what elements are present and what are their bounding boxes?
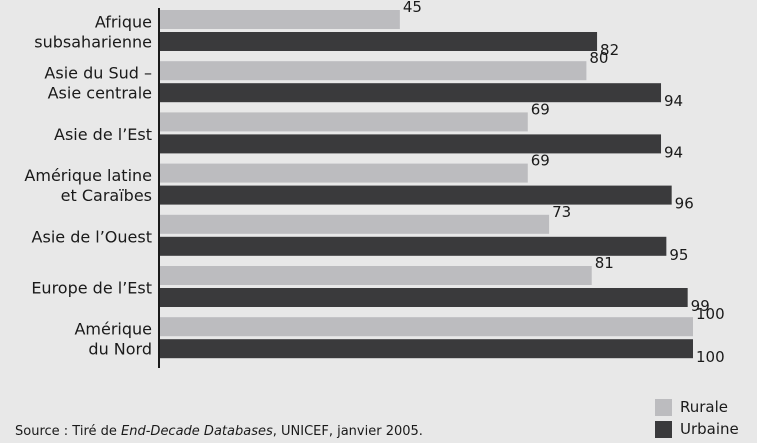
legend-label-urbaine: Urbaine (680, 420, 739, 438)
source-note: Source : Tiré de End-Decade Databases, U… (15, 424, 423, 439)
value-label-urbaine-0: 82 (600, 41, 619, 59)
bar-urbaine-5 (160, 288, 688, 307)
category-label-6-line-0: Amérique (74, 320, 152, 339)
bar-urbaine-4 (160, 236, 667, 256)
value-label-rurale-6: 100 (696, 305, 725, 323)
category-label-5-line-0: Europe de l’Est (31, 279, 152, 298)
source-title: End-Decade Databases (121, 424, 273, 439)
bar-urbaine-2 (160, 134, 662, 154)
category-label-6-line-1: du Nord (88, 340, 152, 359)
value-label-urbaine-4: 95 (669, 246, 688, 264)
bar-rurale-0 (160, 10, 400, 29)
bar-urbaine-3 (160, 185, 672, 205)
value-label-urbaine-1: 94 (664, 92, 683, 110)
legend-item-urbaine: Urbaine (655, 418, 739, 440)
value-label-urbaine-6: 100 (696, 348, 725, 366)
bar-rurale-5 (160, 266, 592, 285)
value-label-urbaine-5: 99 (691, 297, 710, 315)
value-label-rurale-1: 80 (589, 49, 608, 67)
bar-rurale-1 (160, 61, 587, 81)
bar-rurale-2 (160, 112, 528, 132)
legend-swatch-urbaine (655, 420, 672, 438)
category-label-0-line-1: subsaharienne (34, 33, 152, 52)
category-label-4-line-0: Asie de l’Ouest (32, 227, 152, 246)
legend-label-rurale: Rurale (680, 398, 729, 416)
value-label-rurale-4: 73 (552, 203, 571, 221)
bar-rurale-6 (160, 317, 693, 337)
value-label-rurale-2: 69 (531, 100, 550, 118)
source-suffix: , UNICEF, janvier 2005. (272, 424, 423, 439)
category-label-1-line-0: Asie du Sud – (44, 64, 152, 83)
category-label-0-line-0: Afrique (95, 13, 152, 32)
bar-urbaine-6 (160, 339, 693, 359)
legend: Rurale Urbaine (655, 396, 739, 440)
category-label-1-line-1: Asie centrale (48, 84, 152, 103)
bar-rurale-4 (160, 214, 550, 234)
legend-item-rurale: Rurale (655, 396, 739, 418)
legend-swatch-rurale (655, 398, 672, 416)
category-label-3-line-1: et Caraïbes (61, 186, 152, 205)
source-prefix: Source : Tiré de (15, 424, 122, 439)
value-label-urbaine-3: 96 (675, 195, 694, 213)
value-label-urbaine-2: 94 (664, 143, 683, 161)
bar-urbaine-0 (160, 32, 598, 51)
category-label-2-line-0: Asie de l’Est (54, 125, 152, 144)
value-label-rurale-3: 69 (531, 152, 550, 170)
category-label-3-line-0: Amérique latine (24, 166, 152, 185)
value-label-rurale-0: 45 (403, 0, 422, 16)
bar-rurale-3 (160, 163, 528, 183)
bar-urbaine-1 (160, 83, 662, 103)
value-label-rurale-5: 81 (595, 254, 614, 272)
bars-group (160, 10, 693, 359)
